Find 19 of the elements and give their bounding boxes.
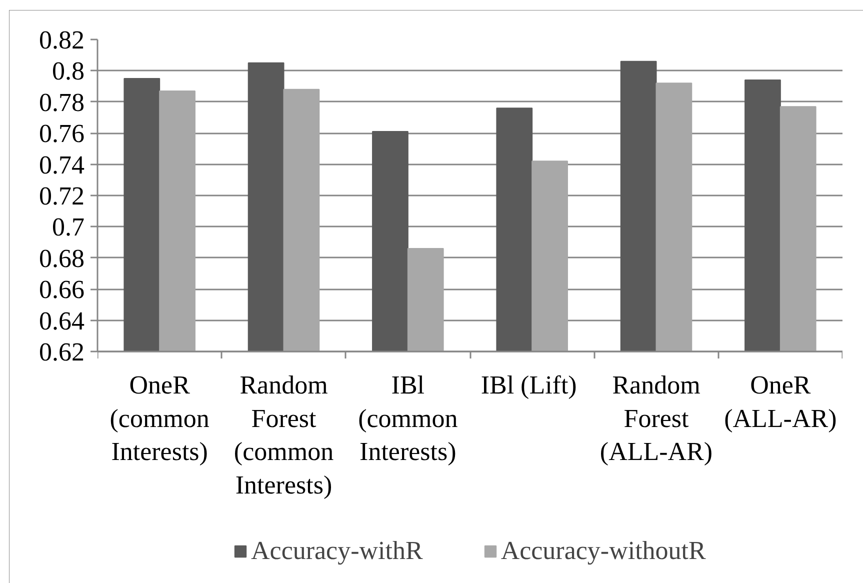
legend-label: Accuracy-withoutR <box>500 536 706 566</box>
x-tick-label: Random Forest (common Interests) <box>234 370 334 500</box>
y-tick-label: 0.78 <box>39 88 84 117</box>
y-tick-label: 0.82 <box>39 26 84 54</box>
x-tick-label: OneR (ALL-AR) <box>724 370 837 433</box>
y-tick-label: 0.72 <box>39 182 84 210</box>
y-tick-label: 0.68 <box>39 244 84 273</box>
y-tick-label: 0.7 <box>52 212 84 242</box>
y-tick-label: 0.62 <box>39 338 84 366</box>
x-tick-label: OneR (common Interests) <box>110 370 210 466</box>
y-tick-label: 0.64 <box>39 306 84 336</box>
y-tick-label: 0.76 <box>39 119 84 148</box>
x-tick-label: IBl (common Interests) <box>358 370 458 466</box>
x-tick-label: Random Forest (ALL-AR) <box>600 370 713 466</box>
x-tick-label: IBl (Lift) <box>480 370 577 400</box>
y-tick-label: 0.66 <box>39 275 84 304</box>
legend-label: Accuracy-withR <box>251 536 423 566</box>
y-tick-label: 0.74 <box>39 150 84 180</box>
y-tick-label: 0.8 <box>52 56 84 86</box>
